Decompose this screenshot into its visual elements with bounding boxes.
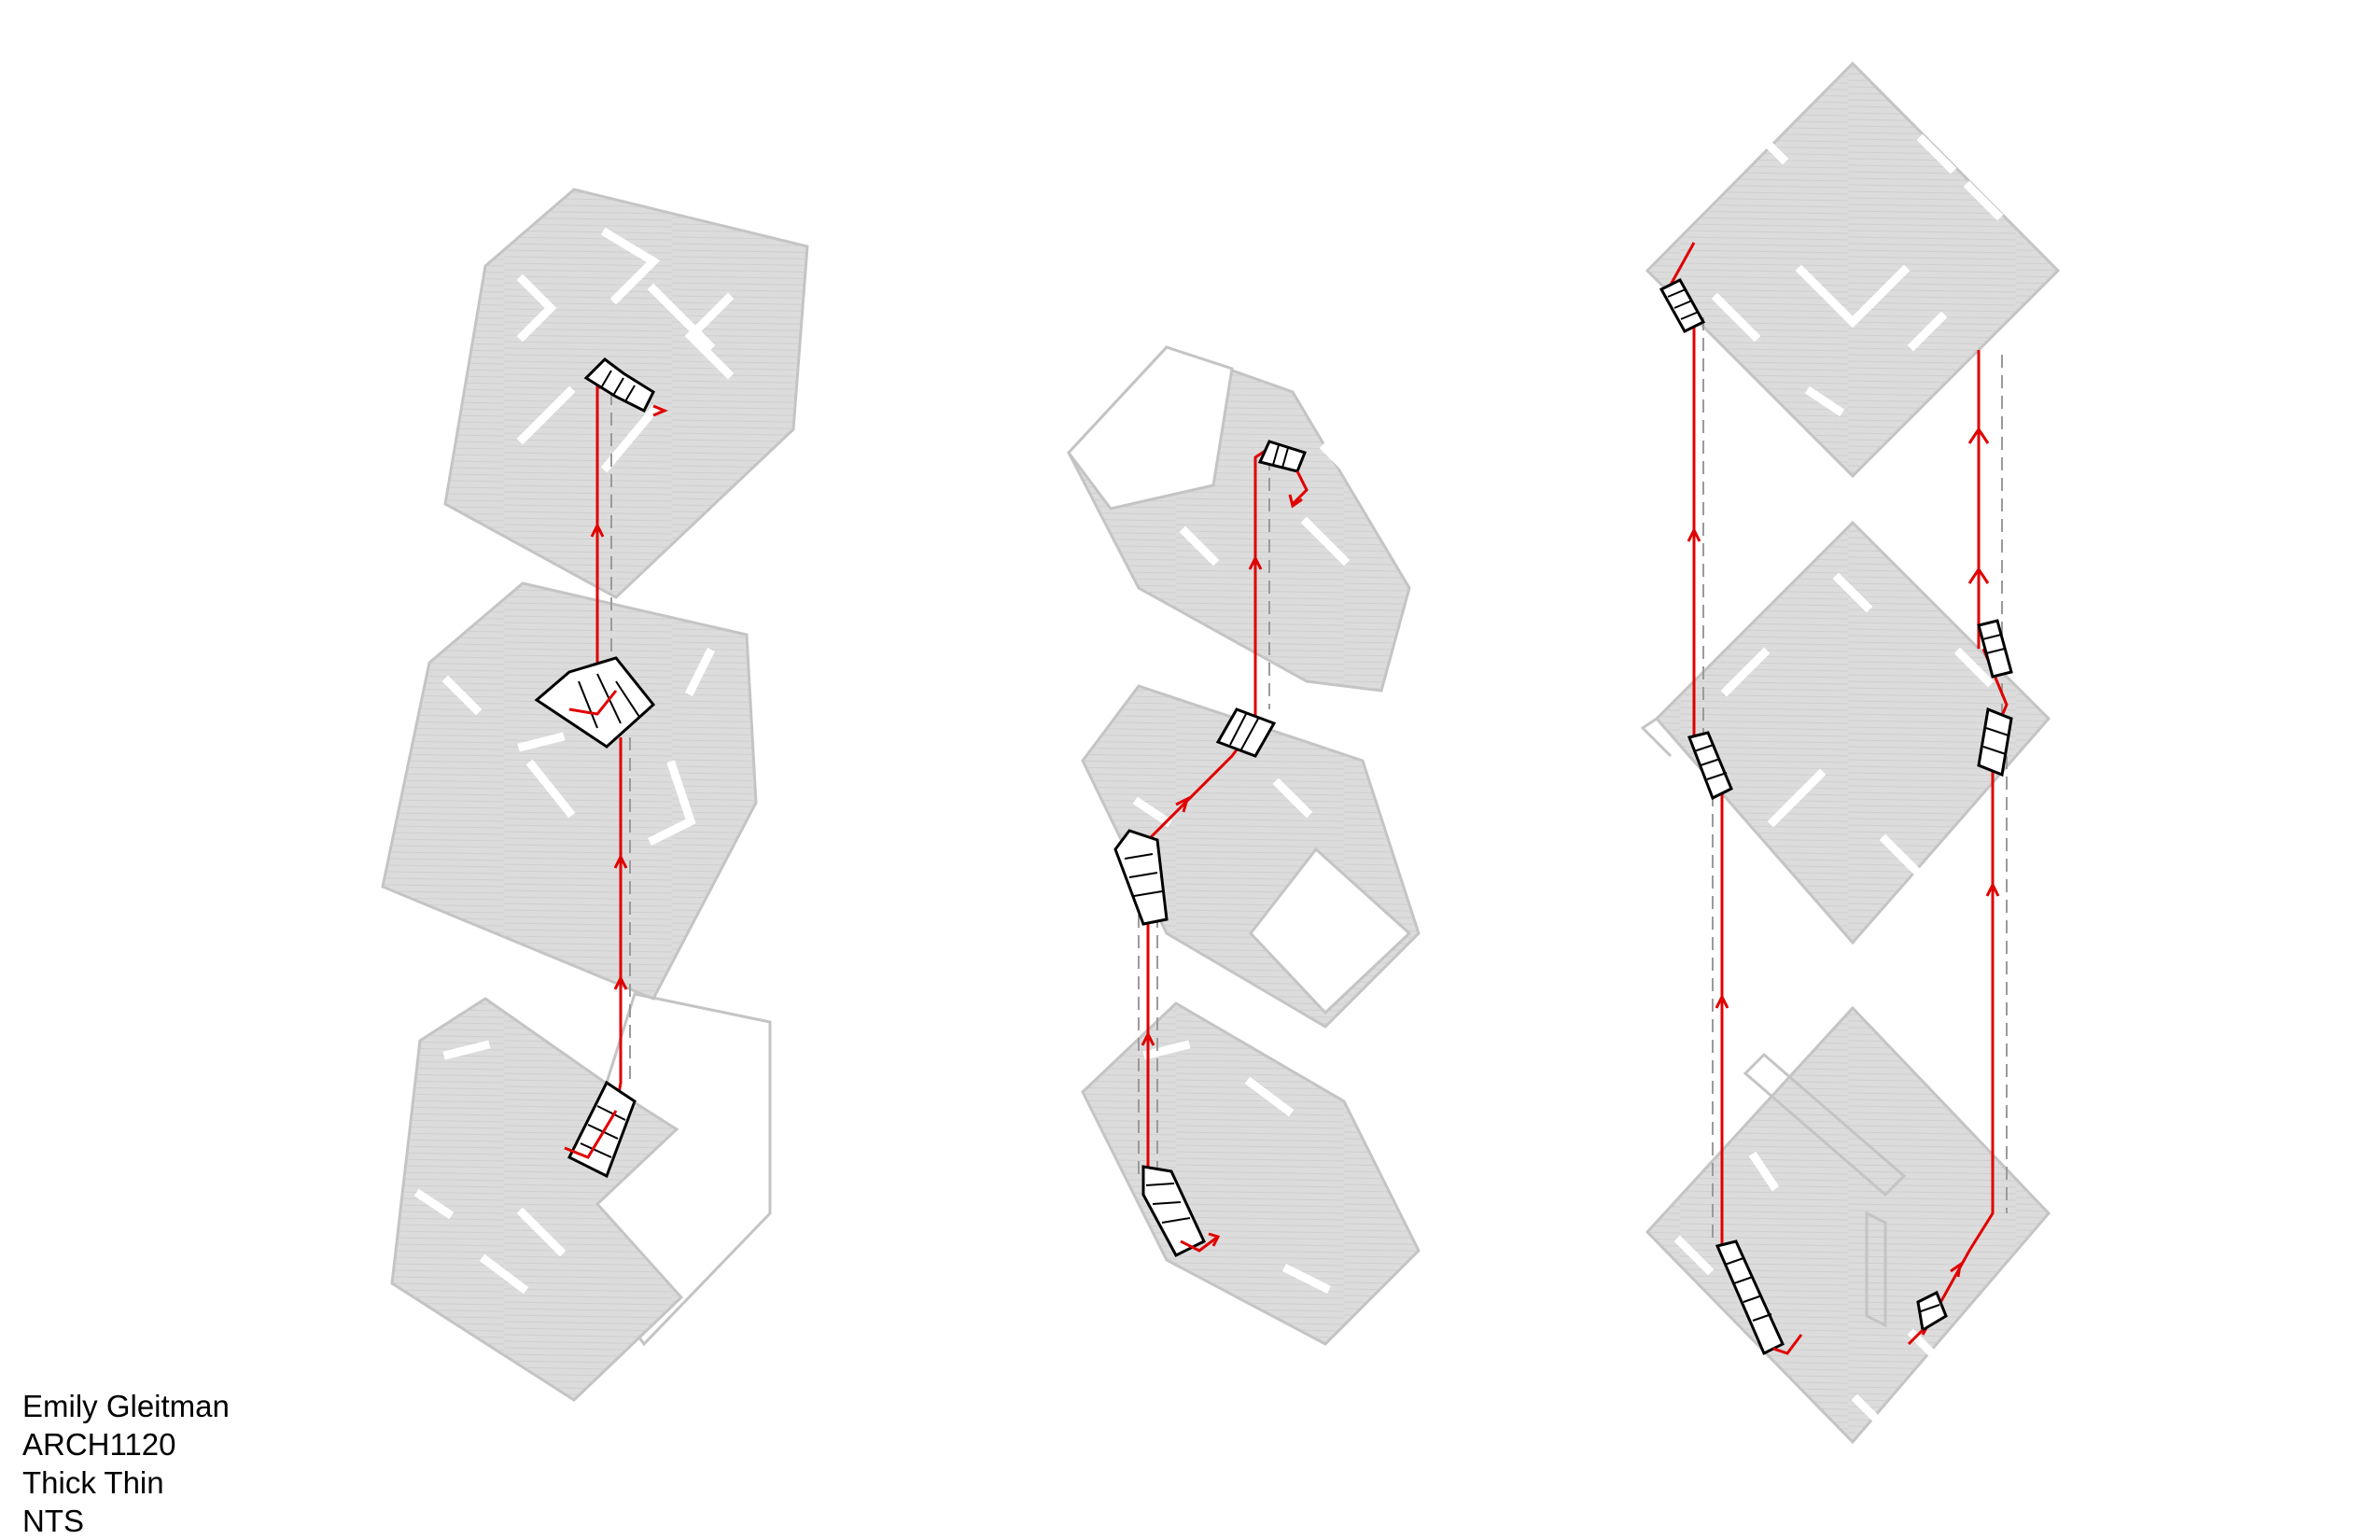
scheme-3-stair-mid-right-lower	[1977, 707, 2013, 777]
scale-note: NTS	[22, 1504, 84, 1538]
scheme-3-stair-mid-right-upper	[1977, 619, 2013, 679]
course-code: ARCH1120	[22, 1427, 176, 1462]
scheme-1-stair-middle	[534, 656, 656, 749]
scheme-3	[1640, 61, 2061, 1445]
scheme-1-stair-bottom	[564, 1080, 637, 1179]
scheme-2-stair-bottom	[1141, 1165, 1221, 1257]
scheme-3-floor-bottom	[1645, 1005, 2051, 1445]
scheme-2-stair-top	[1257, 440, 1309, 509]
scheme-3-floor-middle	[1640, 520, 2051, 945]
author-name: Emily Gleitman	[22, 1389, 230, 1423]
scheme-3-stair-bottom-right	[1907, 1290, 1948, 1346]
scheme-1	[381, 188, 809, 1402]
scheme-3-stair-top	[1659, 278, 1706, 333]
scheme-1-stair-top	[583, 357, 668, 417]
scheme-2	[1067, 345, 1421, 1346]
scheme-2-floor-top	[1067, 345, 1411, 693]
scheme-2-floor-middle	[1081, 684, 1421, 1029]
title-block: Emily Gleitman ARCH1120 Thick Thin NTS	[22, 1387, 230, 1540]
scheme-3-floor-top	[1645, 61, 2061, 479]
scheme-1-floor-middle	[381, 581, 758, 1001]
scheme-3-stair-mid-left	[1687, 731, 1733, 801]
scheme-3-stair-bottom-left	[1715, 1239, 1803, 1356]
project-title: Thick Thin	[22, 1465, 164, 1500]
scheme-2-stair-lower	[1113, 829, 1169, 926]
scheme-2-stair-middle	[1215, 707, 1277, 758]
scheme-1-floor-bottom	[390, 992, 772, 1402]
scheme-2-floor-bottom	[1081, 1001, 1421, 1346]
